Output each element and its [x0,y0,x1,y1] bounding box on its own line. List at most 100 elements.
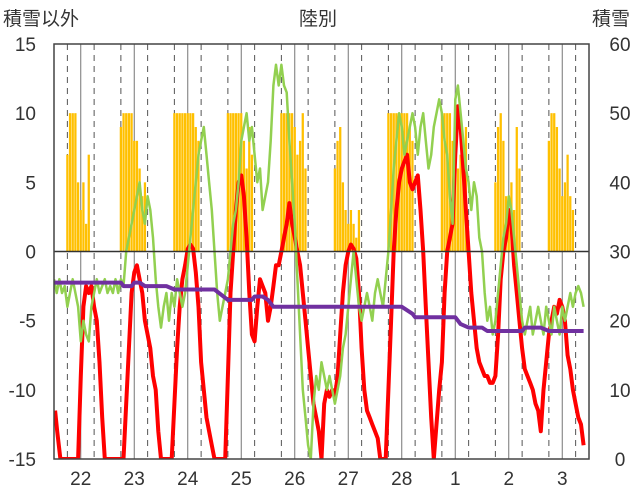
snow-bar [440,113,444,252]
x-tick-label: 22 [70,469,91,490]
snow-bar [285,113,288,252]
snow-bar [234,113,238,252]
x-tick-label: 28 [391,469,412,490]
x-tick-label: 25 [231,469,252,490]
snow-bar [411,140,414,252]
snow-bar [357,210,361,252]
x-tick-label: 3 [557,469,568,490]
snow-bar [515,127,518,252]
right-tick-label: 0 [615,450,626,471]
snow-bar [355,237,358,252]
green-series-line [54,63,585,459]
snow-bar [119,127,123,252]
snow-bar [518,168,521,252]
snow-bar [189,113,192,252]
left-tick-label: 5 [25,173,36,194]
snow-bar [408,127,411,252]
snow-bar [248,127,251,252]
red-series-line [54,104,586,459]
right-axis-label: 積雪 [592,8,630,30]
snow-bar [561,196,564,252]
right-tick-label: 60 [609,35,630,56]
right-tick-label: 40 [609,173,630,194]
right-tick-label: 10 [609,381,630,402]
snow-bar [130,113,133,252]
left-tick-label: -15 [9,450,36,471]
snow-bar [494,182,497,252]
plot-frame [53,43,590,460]
snow-bar [341,182,345,252]
snow-bar [446,113,449,252]
snow-bar [79,210,82,252]
left-tick-label: 15 [15,35,36,56]
snow-bar [443,113,446,252]
snow-bar [84,223,88,252]
snow-bar [280,113,283,252]
snow-bar [82,182,85,252]
snow-bar [296,154,299,252]
snow-bar [550,113,553,252]
snow-bar [298,140,302,252]
snow-bar [547,140,551,252]
snow-bar [403,113,406,252]
snow-bar [301,113,304,252]
snow-bar [304,168,307,252]
x-tick-label: 2 [503,469,514,490]
x-tick-label: 27 [338,469,359,490]
snow-bar [74,113,77,252]
snow-bar [71,113,74,252]
snow-bar [571,210,575,252]
snow-bar [229,113,232,252]
snow-bar [555,127,559,252]
snow-bar [183,113,187,252]
snow-bar [191,113,195,252]
snow-bar [496,127,500,252]
snow-bar [344,210,347,252]
snow-bar [502,140,505,252]
snow-bar [347,223,350,252]
snow-bar [339,127,342,252]
snow-bar [405,113,409,252]
snow-bar [66,154,69,252]
snow-bar [387,113,390,252]
snow-bar [336,140,339,252]
snow-bar [181,113,184,252]
snow-bar [141,196,144,252]
snow-bar [186,113,189,252]
snow-bar [352,223,355,252]
snow-bar [125,113,128,252]
snow-bar [395,113,398,252]
snow-bar [293,127,296,252]
snow-bar [232,113,235,252]
chart-title: 陸別 [299,8,337,30]
snow-bar [566,154,569,252]
snow-bar [175,113,179,252]
purple-series-line [54,280,584,333]
x-tick-label: 23 [124,469,145,490]
snow-bar [197,140,200,252]
snow-bar [569,196,572,252]
x-tick-label: 26 [284,469,305,490]
snow-bar [76,182,80,252]
left-tick-label: 0 [25,243,36,264]
left-tick-label: -5 [19,312,36,333]
snow-bar [459,154,462,252]
left-axis-label: 積雪以外 [3,8,79,30]
right-tick-label: 50 [609,104,630,125]
snow-bar [133,140,136,252]
left-tick-label: -10 [9,381,36,402]
snow-bar [288,113,291,252]
series-lines [54,63,586,459]
snow-bar [138,168,141,252]
snow-bar [127,113,131,252]
snow-bar [389,113,393,252]
left-tick-label: 10 [15,104,36,125]
snow-bar [507,223,510,252]
snow-bar [563,182,567,252]
right-tick-label: 30 [609,243,630,264]
snow-bar [87,154,90,252]
snow-bar [122,113,125,252]
snow-bar [226,113,230,252]
x-tick-label: 1 [450,469,461,490]
